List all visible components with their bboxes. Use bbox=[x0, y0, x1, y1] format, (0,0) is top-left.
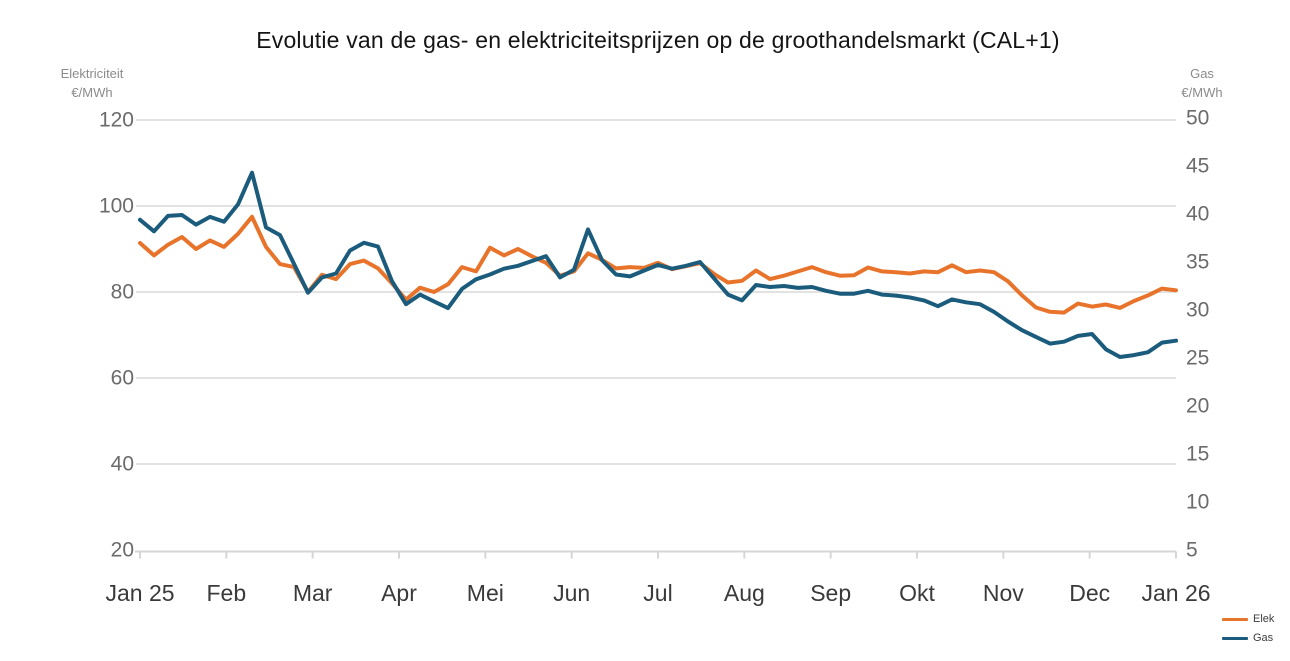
right-axis-tick-label: 35 bbox=[1186, 251, 1209, 274]
gas-line-swatch bbox=[1222, 636, 1248, 640]
month-label: Jul bbox=[643, 580, 672, 606]
right-axis-tick-label: 15 bbox=[1186, 443, 1209, 466]
chart-legend: Elek Gas bbox=[1222, 613, 1274, 644]
chart-title: Evolutie van de gas- en elektriciteitspr… bbox=[256, 27, 1060, 53]
left-axis-tick-label: 40 bbox=[111, 453, 134, 476]
left-axis-tick-label: 80 bbox=[111, 281, 134, 304]
right-axis-tick-label: 45 bbox=[1186, 155, 1209, 178]
legend-item-gas: Gas bbox=[1222, 632, 1274, 644]
right-axis-tick-label: 50 bbox=[1186, 107, 1209, 130]
left-axis-tick-label: 60 bbox=[111, 367, 134, 390]
legend-label-gas: Gas bbox=[1253, 632, 1274, 644]
month-label: Mar bbox=[293, 580, 333, 606]
right-axis-header: Gas €/MWh bbox=[1152, 64, 1252, 102]
month-label: Jan 26 bbox=[1141, 580, 1210, 606]
right-axis-tick-label: 30 bbox=[1186, 299, 1209, 322]
month-label: Jun bbox=[553, 580, 590, 606]
left-axis-header-line2: €/MWh bbox=[71, 85, 113, 100]
elek-line-swatch bbox=[1222, 617, 1248, 621]
right-axis-header-line1: Gas bbox=[1190, 66, 1214, 81]
gas-line bbox=[138, 170, 1178, 359]
month-label: Mei bbox=[467, 580, 504, 606]
left-axis-header-line1: Elektriciteit bbox=[60, 66, 124, 81]
right-axis-tick-label: 40 bbox=[1186, 203, 1209, 226]
right-axis-tick-label: 25 bbox=[1186, 347, 1209, 370]
month-label: Okt bbox=[899, 580, 935, 606]
month-label: Nov bbox=[983, 580, 1024, 606]
left-axis-tick-label: 20 bbox=[111, 539, 134, 562]
month-label: Aug bbox=[724, 580, 765, 606]
left-axis-header: Elektriciteit €/MWh bbox=[40, 64, 144, 102]
right-axis-tick-label: 20 bbox=[1186, 395, 1209, 418]
right-axis-header-line2: €/MWh bbox=[1181, 85, 1223, 100]
month-label: Apr bbox=[381, 580, 417, 606]
right-axis-tick-label: 10 bbox=[1186, 491, 1209, 514]
month-label: Feb bbox=[207, 580, 247, 606]
month-label: Dec bbox=[1069, 580, 1110, 606]
left-axis-tick-label: 100 bbox=[99, 195, 134, 218]
month-label: Jan 25 bbox=[105, 580, 174, 606]
right-axis-tick-label: 5 bbox=[1186, 539, 1198, 562]
left-axis-tick-label: 120 bbox=[99, 109, 134, 132]
legend-label-elek: Elek bbox=[1253, 613, 1275, 625]
legend-item-elek: Elek bbox=[1222, 613, 1274, 625]
month-label: Sep bbox=[810, 580, 851, 606]
